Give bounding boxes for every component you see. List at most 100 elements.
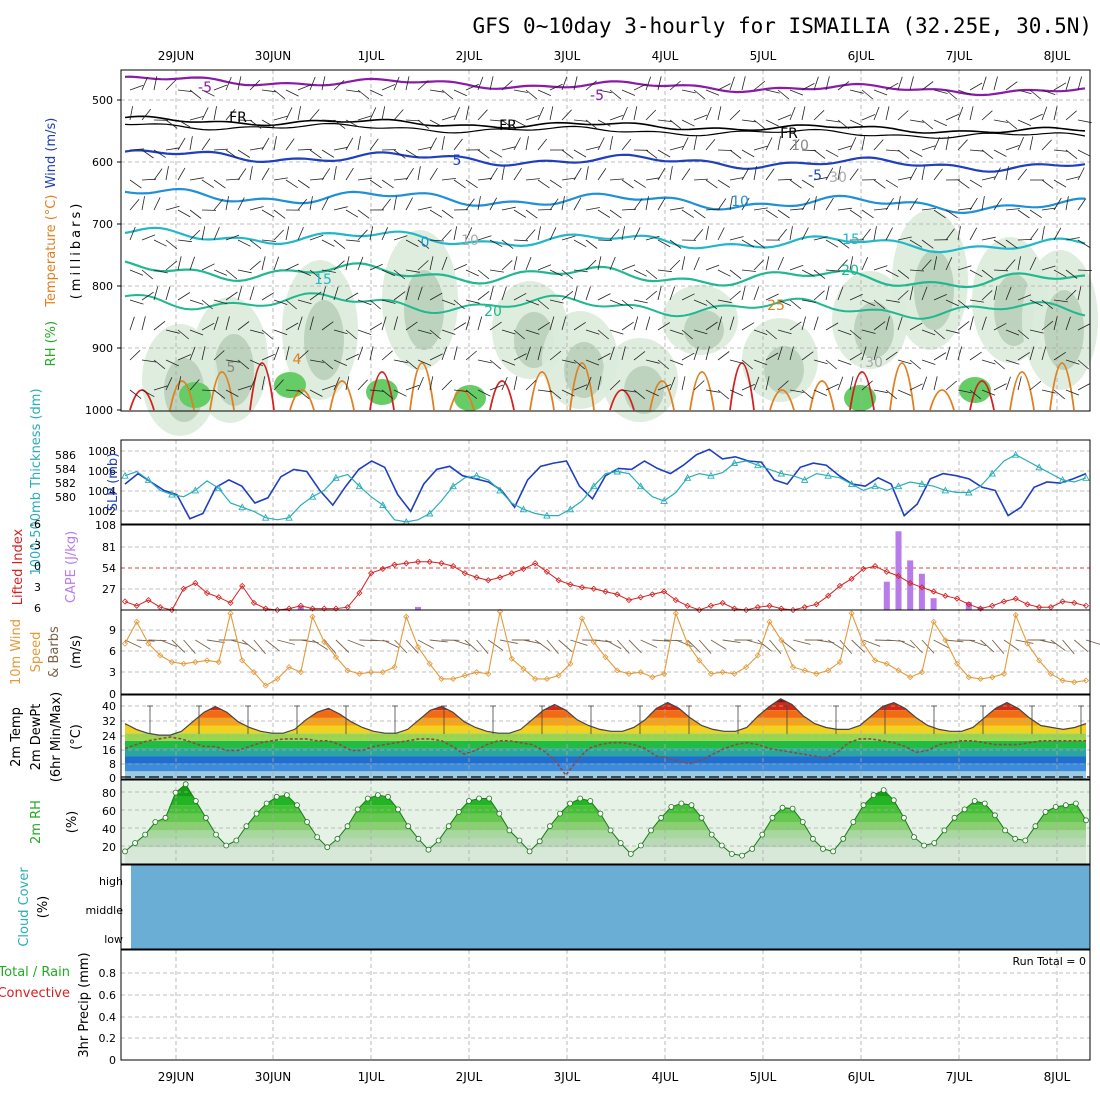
wind-barb [1017, 239, 1033, 241]
wind-barb [765, 352, 779, 361]
rh-point [395, 806, 402, 813]
wind-barb [825, 76, 830, 91]
wind-barb [693, 209, 706, 219]
wind-barb [969, 316, 974, 331]
wind-barb [261, 376, 266, 391]
wind-barb [1053, 269, 1067, 278]
wind-barb [885, 149, 901, 152]
wind-barb [693, 256, 700, 271]
wind-barb [189, 89, 202, 100]
wind-barb-surface [1015, 639, 1034, 644]
wind-barb [321, 119, 337, 122]
wind-barb [225, 291, 238, 301]
wind-barb [489, 239, 503, 248]
wind-barb-surface [1073, 639, 1089, 653]
wind-barb [789, 264, 804, 271]
wind-barb [801, 389, 814, 400]
rh-point [627, 851, 634, 857]
wind-barb [837, 239, 850, 249]
wind-barb [981, 359, 996, 365]
li-tick: -3 [30, 539, 41, 552]
wind-barb [585, 376, 592, 391]
rh-point [334, 835, 341, 842]
wind-barb [357, 209, 370, 219]
wind-barb [573, 286, 578, 301]
slp-tick: 1006 [88, 465, 116, 478]
wind-speed-point [684, 640, 691, 647]
wind-barb [837, 207, 852, 211]
wind-barb [801, 351, 814, 361]
wind-barb [945, 89, 957, 100]
contour-label: 10 [791, 138, 809, 154]
wind-barb [165, 260, 178, 271]
wind-barb [621, 264, 636, 271]
li-point [766, 602, 773, 609]
rh-point [324, 844, 331, 851]
wind-barb [921, 239, 934, 249]
wind-barb [813, 389, 827, 396]
wind-barb [297, 299, 312, 305]
warm-contour [369, 371, 395, 411]
rh-point [202, 814, 209, 821]
wind-barb [393, 269, 406, 280]
contour-label: FR [229, 110, 247, 126]
warm-contour [849, 371, 875, 411]
wind-barb [405, 119, 421, 122]
wind-barb [705, 321, 718, 331]
contour-label: 15 [842, 232, 860, 248]
wind-barb [1053, 316, 1058, 331]
wind-barb [129, 106, 133, 121]
wind-barb [609, 136, 613, 151]
wind-barb-surface [382, 639, 400, 649]
upper-air-panel: -5 -5 FR FR FR 5 -5 10 10 0 15 15 20 20 25 10 30 30 5 4 500… [44, 69, 1098, 436]
wind-barb [525, 346, 531, 361]
wind-speed-point [368, 669, 375, 676]
wind-barb [309, 149, 322, 159]
wind-barb [225, 196, 229, 211]
wind-barb-surface [476, 639, 489, 654]
wind-barb [1029, 346, 1035, 361]
wind-barb [777, 209, 790, 219]
wind-barb [261, 89, 276, 93]
wind-barb [1005, 119, 1018, 130]
wind-barb [681, 89, 696, 94]
wind-barb [669, 286, 675, 301]
li-point [942, 592, 949, 599]
wind-barb [297, 179, 310, 189]
rh-point [364, 795, 371, 802]
wind-barb [249, 286, 255, 301]
rh-point [314, 834, 321, 840]
wind-barb [549, 299, 564, 304]
upper-frame [120, 69, 1091, 412]
wind-barb [705, 346, 710, 361]
wind-speed-point [883, 660, 890, 667]
wind-barb [861, 136, 866, 151]
thickness-point [965, 488, 973, 496]
cape-tick: 108 [95, 519, 116, 532]
cloud-fill [131, 865, 1090, 949]
wind-barb [477, 389, 491, 397]
wind-barb [1041, 389, 1056, 394]
wind-barb [537, 226, 541, 241]
wind-barb [969, 179, 983, 188]
wind-barb [741, 269, 756, 272]
wind-barb-surface [488, 639, 504, 651]
wind-barb [273, 379, 284, 391]
wind-barb [213, 389, 226, 399]
wind-barb [957, 321, 970, 331]
wind-speed-point [836, 659, 843, 666]
run-total: Run Total = 0 [1013, 955, 1087, 968]
wind-barb [837, 359, 852, 365]
wind-barb-surface [827, 639, 844, 651]
thickness-point [121, 471, 129, 479]
wind-barb [633, 83, 647, 91]
wind-barb [129, 316, 135, 331]
wind-barb [1077, 323, 1091, 331]
wind-barb [825, 322, 839, 331]
warm-contour [169, 380, 195, 411]
wind-barb [129, 350, 141, 361]
rh-frame [120, 779, 1091, 865]
wind-speed-point [754, 652, 761, 659]
wind-barb [801, 316, 806, 331]
wind-barb [417, 80, 429, 91]
